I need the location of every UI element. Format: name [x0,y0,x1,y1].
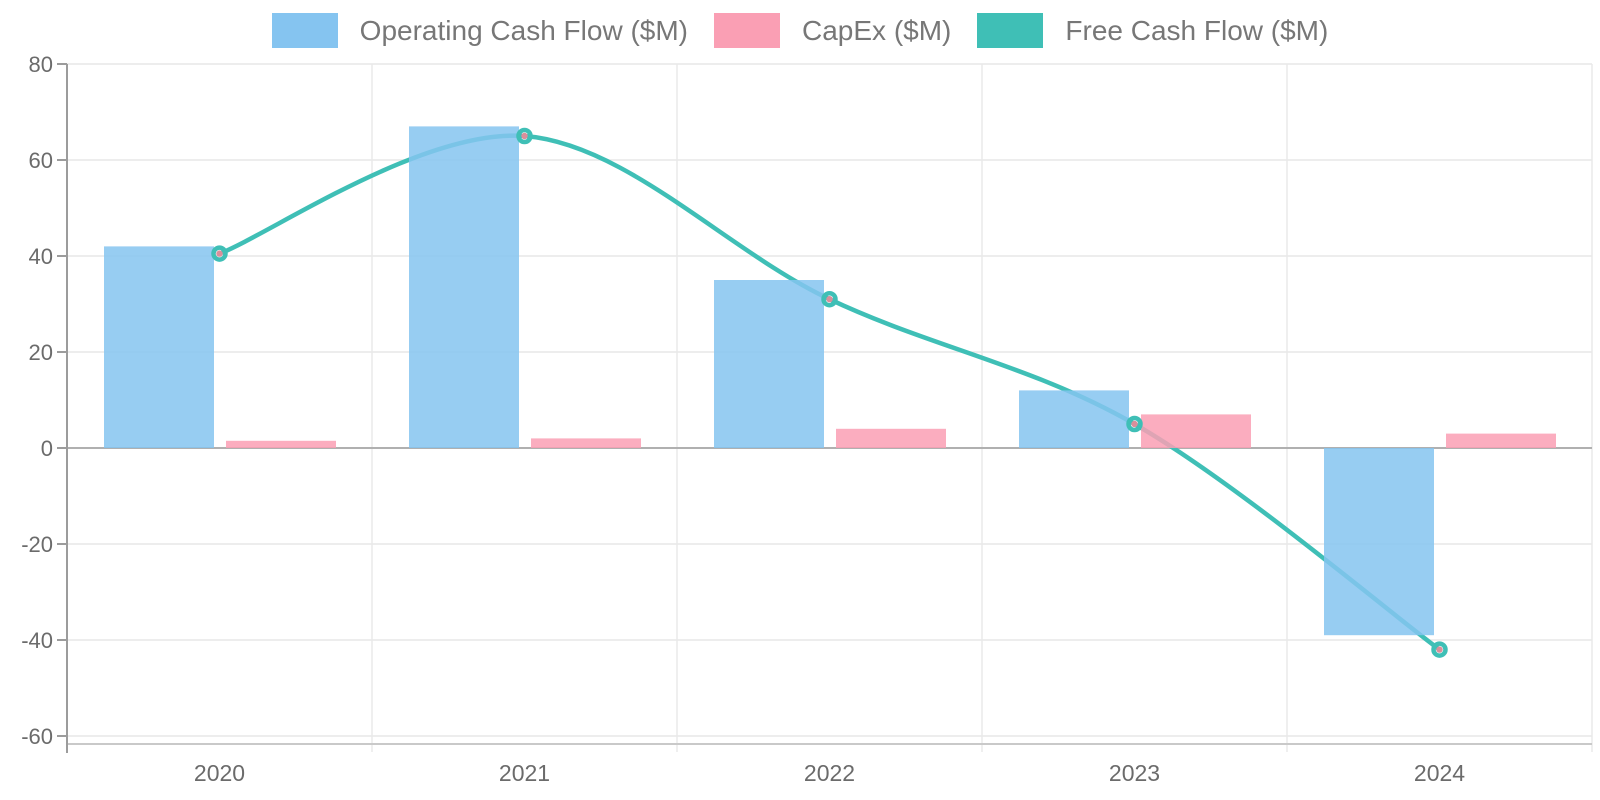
y-tick-label: 40 [29,244,53,269]
bar-operating-cash-flow-m-2020[interactable] [104,246,214,448]
legend-label-operating-cash-flow: Operating Cash Flow ($M) [359,14,689,46]
bar-capex-m-2023[interactable] [1141,414,1251,448]
bar-operating-cash-flow-m-2021[interactable] [409,126,519,449]
bar-capex-m-2022[interactable] [836,428,946,448]
y-tick-label: -40 [21,628,53,653]
chart-legend: Operating Cash Flow ($M) CapEx ($M) Free… [0,13,1600,48]
legend-swatch-capex-icon [714,13,781,48]
bar-capex-m-2024[interactable] [1446,433,1556,448]
legend-item-free-cash-flow[interactable]: Free Cash Flow ($M) [977,13,1328,48]
legend-item-operating-cash-flow[interactable]: Operating Cash Flow ($M) [271,13,689,48]
y-tick-label: -20 [21,532,53,557]
y-tick-label: 80 [29,52,53,77]
bar-operating-cash-flow-m-2024[interactable] [1324,448,1434,636]
point-free-cash-flow-m-2023[interactable] [1126,415,1143,433]
y-tick-label: 60 [29,148,53,173]
bar-operating-cash-flow-m-2023[interactable] [1019,390,1129,448]
y-tick-label: 20 [29,340,53,365]
x-tick-label-2022: 2022 [804,760,855,786]
x-tick-label-2023: 2023 [1109,760,1160,786]
point-free-cash-flow-m-2022[interactable] [821,290,838,308]
legend-label-capex: CapEx ($M) [802,14,952,46]
point-free-cash-flow-m-2020[interactable] [211,245,228,262]
legend-item-capex[interactable]: CapEx ($M) [714,13,951,48]
legend-swatch-free-cash-flow-icon [977,13,1044,48]
x-tick-label-2021: 2021 [499,760,550,786]
y-tick-label: 0 [41,436,53,461]
point-free-cash-flow-m-2021[interactable] [516,127,533,145]
bar-operating-cash-flow-m-2022[interactable] [714,280,824,448]
bar-capex-m-2020[interactable] [226,440,336,448]
bar-capex-m-2021[interactable] [531,438,641,448]
x-tick-label-2020: 2020 [194,760,245,786]
line-free-cash-flow-m[interactable] [217,133,1442,652]
legend-swatch-operating-cash-flow-icon [271,13,338,48]
point-free-cash-flow-m-2024[interactable] [1431,641,1448,658]
x-tick-label-2024: 2024 [1414,760,1465,786]
legend-label-free-cash-flow: Free Cash Flow ($M) [1065,14,1329,46]
y-tick-label: -60 [21,724,53,749]
